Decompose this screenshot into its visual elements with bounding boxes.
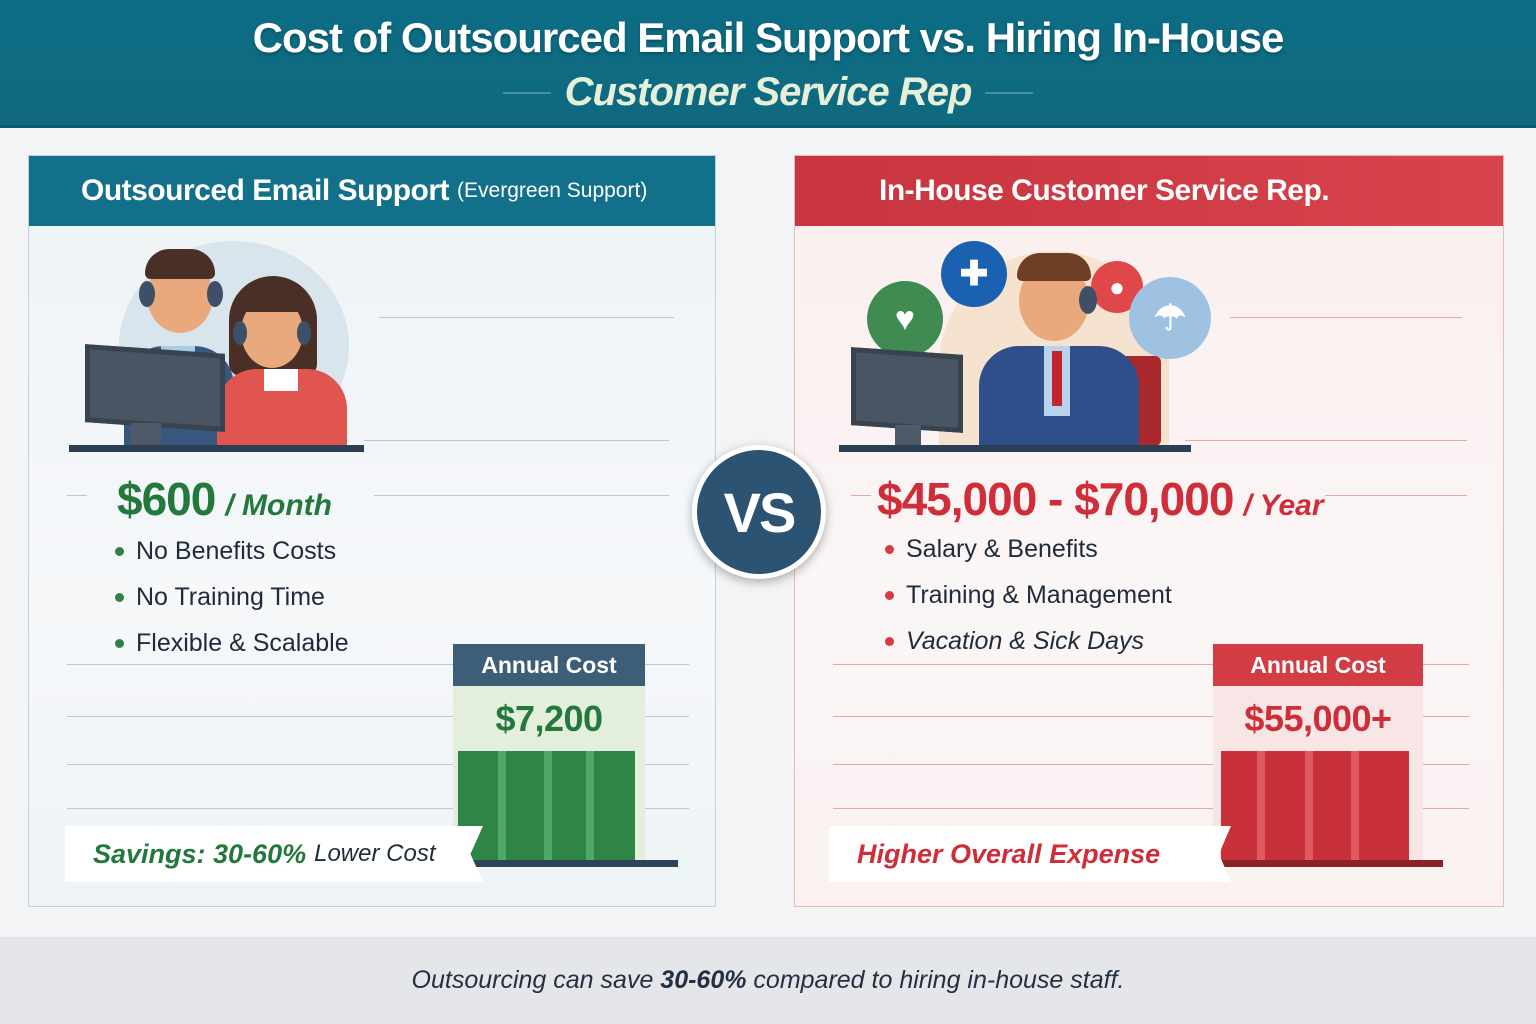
bullet-icon [885, 636, 894, 646]
inhouse-price-row: $45,000 - $70,000 / Year [877, 472, 1324, 526]
bullet-icon [115, 592, 124, 602]
outsourced-price: $600 [117, 473, 216, 525]
outsourced-annual-cost-value: $7,200 [495, 698, 603, 739]
annual-cost-label: Annual Cost [1213, 644, 1423, 686]
heart-health-icon: ♥ [867, 281, 943, 357]
divider-line [1185, 440, 1467, 441]
inhouse-agent-illustration: ♥ ✚ ● ☂ [839, 241, 1219, 452]
cost-bar-green [458, 751, 635, 864]
bar-base [1221, 860, 1443, 867]
savings-label: Savings: 30-60% [93, 838, 307, 869]
divider-line [851, 495, 871, 496]
inhouse-panel-header: In-House Customer Service Rep. [795, 156, 1503, 226]
outsourced-period: / Month [225, 489, 332, 522]
outsourced-panel: Outsourced Email Support (Evergreen Supp… [28, 155, 716, 907]
list-item: Vacation & Sick Days [885, 618, 1172, 664]
divider-line [364, 440, 669, 441]
inhouse-title: In-House Customer Service Rep. [879, 174, 1330, 207]
bullet-icon [115, 638, 124, 648]
divider-line [67, 664, 689, 665]
outsourced-annual-cost-card: Annual Cost $7,200 [453, 644, 678, 867]
inhouse-costs-list: Salary & Benefits Training & Management … [885, 526, 1172, 664]
divider-line [833, 808, 1469, 809]
divider-line [67, 808, 689, 809]
divider-line [67, 716, 689, 717]
footer-highlight: 30-60% [660, 966, 747, 994]
divider-line [379, 317, 674, 318]
inhouse-period: / Year [1243, 489, 1324, 522]
outsourced-title-note: (Evergreen Support) [457, 179, 648, 202]
list-item: No Training Time [115, 574, 349, 620]
support-agents-illustration [69, 241, 369, 452]
inhouse-annual-cost-card: Annual Cost $55,000+ [1213, 644, 1443, 867]
inhouse-price: $45,000 - $70,000 [877, 473, 1234, 525]
medical-shield-icon: ✚ [941, 241, 1007, 307]
list-item: Flexible & Scalable [115, 620, 349, 666]
bar-base [458, 860, 678, 867]
annual-cost-label: Annual Cost [453, 644, 645, 686]
footer-text: Outsourcing can save 30-60% compared to … [411, 966, 1125, 994]
page-subtitle: Customer Service Rep [564, 70, 973, 114]
outsourced-price-row: $600 / Month [117, 472, 332, 526]
subtitle-rule-left [502, 91, 551, 94]
outsourced-benefits-list: No Benefits Costs No Training Time Flexi… [115, 528, 349, 666]
divider-line [374, 495, 669, 496]
divider-line [1230, 317, 1462, 318]
expense-label: Higher Overall Expense [857, 838, 1161, 869]
outsourced-title: Outsourced Email Support [81, 174, 450, 207]
divider-line [833, 716, 1469, 717]
divider-line [1325, 495, 1467, 496]
vs-badge: VS [692, 445, 826, 579]
page-title: Cost of Outsourced Email Support vs. Hir… [252, 14, 1285, 61]
savings-note: Lower Cost [314, 840, 436, 867]
bullet-icon [885, 544, 894, 554]
list-item: Salary & Benefits [885, 526, 1172, 572]
list-item: No Benefits Costs [115, 528, 349, 574]
subtitle-rule-right [985, 91, 1034, 94]
footer-banner: Outsourcing can save 30-60% compared to … [0, 937, 1536, 1024]
inhouse-panel: In-House Customer Service Rep. ♥ ✚ ● ☂ [794, 155, 1504, 907]
divider-line [67, 495, 87, 496]
subtitle-row: Customer Service Rep [0, 70, 1536, 115]
expense-ribbon: Higher Overall Expense [829, 826, 1231, 882]
outsourced-panel-header: Outsourced Email Support (Evergreen Supp… [29, 156, 715, 226]
divider-line [67, 764, 689, 765]
divider-line [833, 664, 1469, 665]
inhouse-annual-cost-value: $55,000+ [1244, 698, 1392, 739]
umbrella-icon: ☂ [1129, 277, 1211, 359]
cost-bar-red [1221, 751, 1409, 864]
page-header: Cost of Outsourced Email Support vs. Hir… [0, 0, 1536, 128]
bullet-icon [885, 590, 894, 600]
bullet-icon [115, 546, 124, 556]
savings-ribbon: Savings: 30-60% Lower Cost [65, 826, 483, 882]
list-item: Training & Management [885, 572, 1172, 618]
divider-line [833, 764, 1469, 765]
